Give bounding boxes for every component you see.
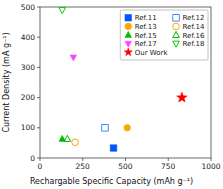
x-tick (40, 158, 41, 161)
x-tick (82, 158, 83, 161)
point (124, 125, 131, 132)
x-tick-label: 500 (118, 162, 133, 171)
legend-label: Ref.18 (183, 40, 205, 48)
y-tick-label: 0 (30, 154, 35, 163)
legend-marker (124, 48, 132, 56)
point (102, 125, 109, 132)
y-tick-label: 300 (21, 63, 36, 72)
x-tick-label: 250 (76, 162, 91, 171)
y-tick (37, 37, 40, 38)
legend-marker (125, 23, 132, 30)
y-tick (37, 7, 40, 8)
legend-label: Ref.16 (183, 32, 205, 40)
legend-label: Ref.15 (135, 32, 157, 40)
legend-marker (173, 23, 180, 30)
legend-marker (125, 31, 132, 37)
y-tick (37, 127, 40, 128)
x-tick (168, 158, 169, 161)
y-tick (37, 97, 40, 98)
legend-frame (120, 10, 208, 60)
y-tick-label: 100 (21, 123, 36, 132)
legend-marker (173, 41, 180, 47)
plot-frame (40, 7, 211, 158)
y-tick-label: 400 (21, 33, 36, 42)
legend-label: Our Work (135, 49, 169, 57)
x-tick (125, 158, 126, 161)
legend: Ref.11Ref.12Ref.13Ref.14Ref.15Ref.16Ref.… (120, 10, 208, 60)
point (64, 135, 71, 141)
legend-label: Ref.13 (135, 23, 157, 31)
legend-marker (125, 15, 132, 22)
legend-label: Ref.11 (135, 14, 157, 22)
legend-marker (173, 15, 180, 22)
x-tick-label: 750 (161, 162, 176, 171)
x-tick-label: 1000 (201, 162, 220, 171)
legend-label: Ref.17 (135, 40, 157, 48)
y-tick (37, 158, 40, 159)
point (110, 145, 117, 152)
legend-marker (173, 31, 180, 37)
y-tick (37, 67, 40, 68)
chart: 0 250 500 750 1000 0 100 200 300 400 500 Rechargabl… (0, 0, 223, 189)
point (177, 92, 187, 102)
point (70, 55, 77, 61)
legend-marker (125, 41, 132, 47)
y-tick-label: 500 (21, 3, 36, 12)
x-axis-label: Rechargable Specific Capacity (mAh g⁻¹) (30, 177, 193, 186)
legend-label: Ref.12 (183, 14, 205, 22)
y-tick-label: 200 (21, 93, 36, 102)
y-axis-label: Current Density (mA g⁻¹) (2, 32, 11, 132)
legend-label: Ref.14 (183, 23, 205, 31)
x-tick (211, 158, 212, 161)
point (59, 8, 66, 14)
x-tick-label: 0 (38, 162, 43, 171)
point (72, 139, 79, 146)
